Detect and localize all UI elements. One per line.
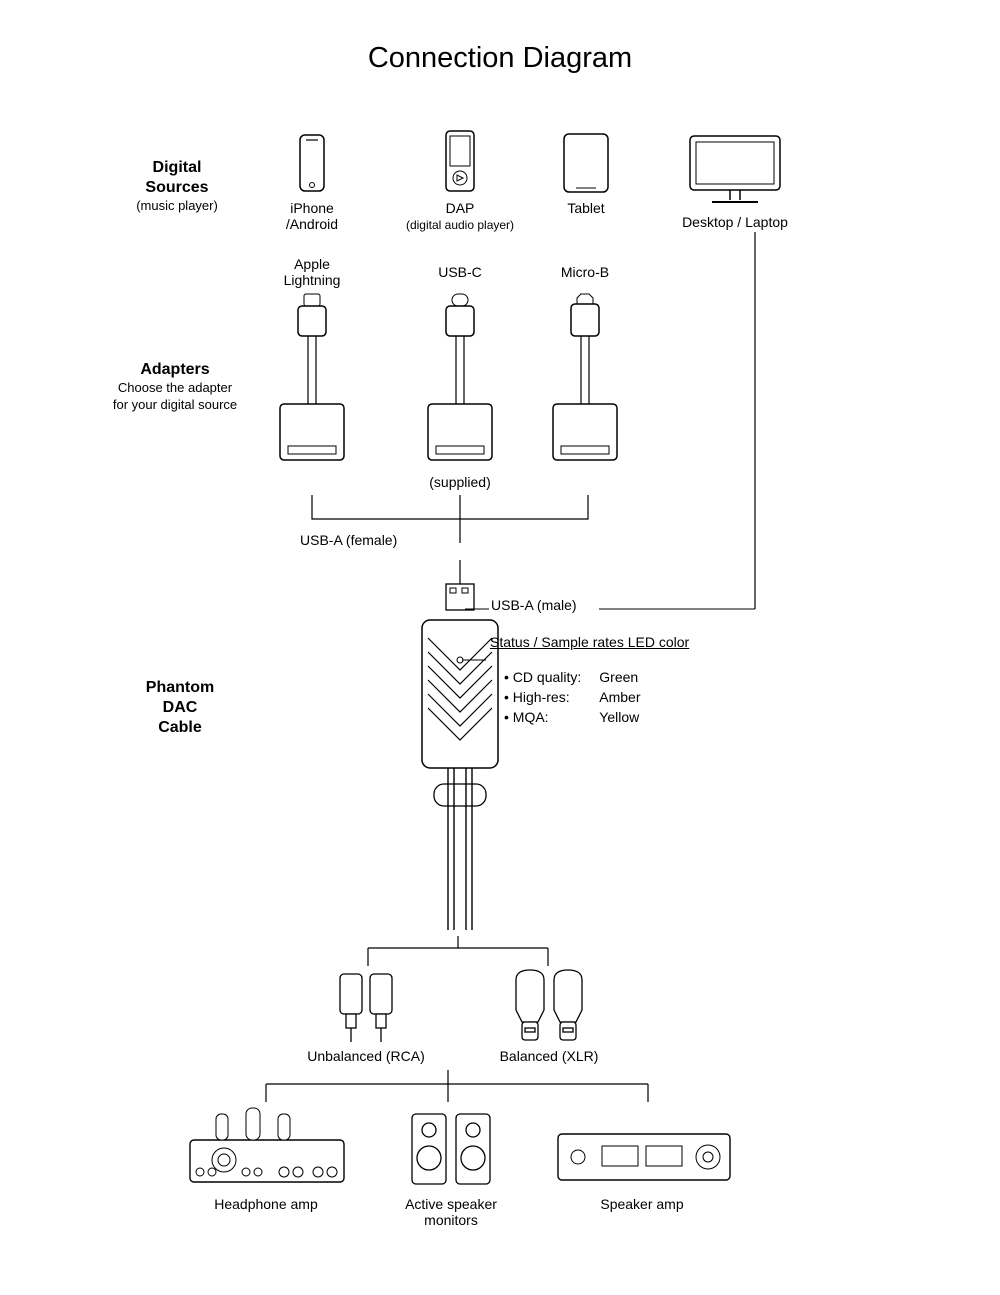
- phone-icon: [292, 133, 332, 195]
- section-adapters-title: Adapters: [90, 360, 260, 380]
- speaker-amp-label: Speaker amp: [582, 1196, 702, 1212]
- monitors-label: Active speaker monitors: [386, 1196, 516, 1228]
- adapter-usbc-icon: [418, 292, 502, 474]
- led-row-0-k: • CD quality:: [500, 668, 593, 686]
- led-row-1-v: Amber: [595, 688, 652, 706]
- xlr-label: Balanced (XLR): [484, 1048, 614, 1064]
- adapter-microb-icon: [543, 292, 627, 474]
- section-digital-sources-title: Digital Sources: [102, 158, 252, 198]
- headphone-amp-label: Headphone amp: [196, 1196, 336, 1212]
- led-row-2-k: • MQA:: [500, 708, 593, 726]
- section-digital-sources-sub: (music player): [102, 198, 252, 215]
- rca-icon: [332, 968, 402, 1046]
- xlr-icon: [510, 966, 588, 1046]
- led-row-1-k: • High-res:: [500, 688, 593, 706]
- section-adapters: Adapters Choose the adapter for your dig…: [90, 360, 260, 414]
- led-row-2-v: Yellow: [595, 708, 652, 726]
- speaker-amp-icon: [554, 1128, 734, 1188]
- led-row-0-v: Green: [595, 668, 652, 686]
- led-table: • CD quality:Green • High-res:Amber • MQ…: [498, 666, 655, 728]
- led-leader: [462, 655, 802, 665]
- usba-female-label: USB-A (female): [300, 532, 430, 548]
- adapter-lightning-icon: [270, 292, 354, 474]
- headphone-amp-icon: [186, 1100, 348, 1190]
- section-digital-sources: Digital Sources (music player): [102, 158, 252, 215]
- led-header: Status / Sample rates LED color: [490, 634, 689, 650]
- diagram-title: Connection Diagram: [0, 42, 1000, 75]
- adapter-usbc-label: USB-C: [415, 264, 505, 280]
- tablet-icon: [558, 130, 614, 196]
- dac-icon: [404, 560, 516, 940]
- phone-label: iPhone /Android: [262, 200, 362, 232]
- rca-label: Unbalanced (RCA): [296, 1048, 436, 1064]
- monitors-icon: [408, 1108, 494, 1192]
- desktop-line: [735, 232, 765, 610]
- desktop-label: Desktop / Laptop: [660, 214, 810, 230]
- tablet-label: Tablet: [540, 200, 632, 216]
- adapter-microb-label: Micro-B: [540, 264, 630, 280]
- section-adapters-sub: Choose the adapter for your digital sour…: [90, 380, 260, 414]
- section-dac: Phantom DAC Cable: [105, 678, 255, 738]
- adapter-usbc-supplied: (supplied): [415, 474, 505, 490]
- dap-label: DAP (digital audio player): [400, 200, 520, 232]
- dap-icon: [436, 128, 484, 196]
- desktop-icon: [670, 128, 800, 208]
- adapter-lightning-label: Apple Lightning: [262, 256, 362, 288]
- section-dac-title: Phantom DAC Cable: [105, 678, 255, 738]
